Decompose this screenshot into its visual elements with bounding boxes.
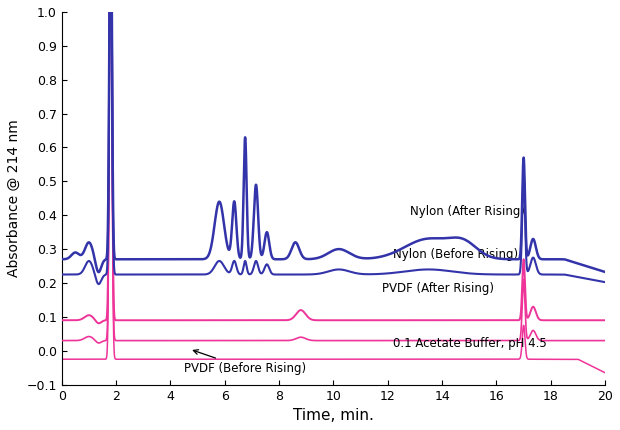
Text: Nylon (Before Rising): Nylon (Before Rising) — [393, 248, 518, 261]
X-axis label: Time, min.: Time, min. — [293, 408, 374, 423]
Text: Nylon (After Rising): Nylon (After Rising) — [409, 205, 525, 218]
Y-axis label: Absorbance @ 214 nm: Absorbance @ 214 nm — [7, 120, 21, 277]
Text: PVDF (After Rising): PVDF (After Rising) — [383, 283, 494, 295]
Text: PVDF (Before Rising): PVDF (Before Rising) — [184, 350, 306, 375]
Text: 0.1 Acetate Buffer, pH 4.5: 0.1 Acetate Buffer, pH 4.5 — [393, 337, 547, 350]
